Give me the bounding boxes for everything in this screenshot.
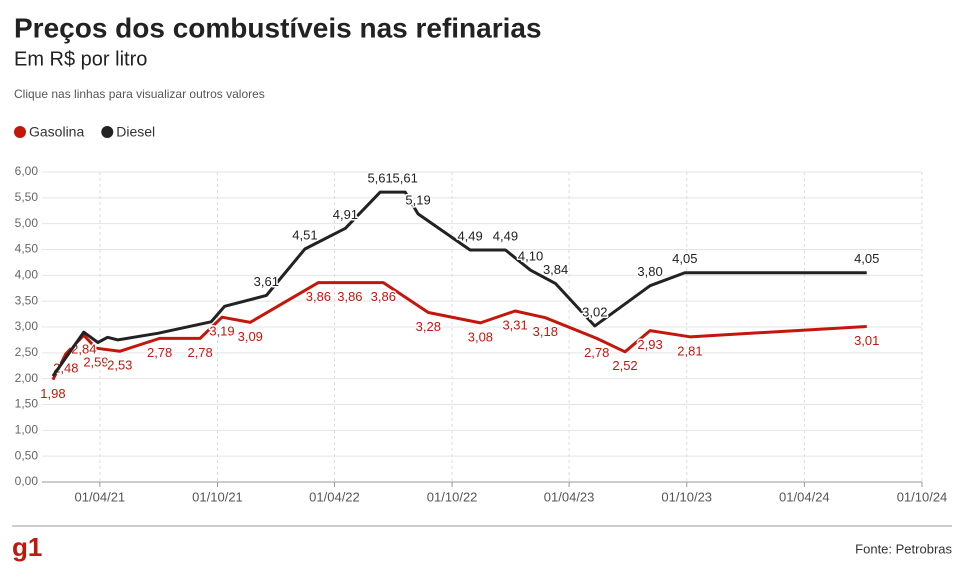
chart-note: Clique nas linhas para visualizar outros… bbox=[14, 87, 265, 101]
y-tick-label: 5,00 bbox=[15, 216, 39, 230]
series-line[interactable] bbox=[51, 281, 867, 381]
data-label: 3,01 bbox=[854, 333, 879, 348]
x-tick-label: 01/10/24 bbox=[897, 489, 948, 504]
y-tick-label: 4,50 bbox=[15, 242, 39, 256]
data-label: 3,61 bbox=[254, 274, 279, 289]
y-tick-label: 5,50 bbox=[15, 190, 39, 204]
chart-subtitle: Em R$ por litro bbox=[14, 48, 147, 70]
x-tick-label: 01/04/24 bbox=[779, 489, 830, 504]
data-label: 4,05 bbox=[672, 251, 697, 266]
data-label: 4,10 bbox=[518, 249, 543, 264]
data-label: 3,31 bbox=[502, 317, 527, 332]
data-label: 3,86 bbox=[371, 289, 396, 304]
data-label: 3,09 bbox=[238, 329, 263, 344]
data-label: 2,53 bbox=[107, 358, 132, 373]
data-label: 3,86 bbox=[306, 289, 331, 304]
data-label: 2,52 bbox=[612, 358, 637, 373]
data-label: 2,78 bbox=[584, 345, 609, 360]
data-label: 5,61 bbox=[367, 171, 392, 186]
y-tick-label: 3,00 bbox=[15, 319, 39, 333]
data-label: 3,19 bbox=[209, 324, 234, 339]
x-tick-label: 01/10/22 bbox=[427, 489, 478, 504]
source: Fonte: Petrobras bbox=[855, 541, 952, 556]
data-label: 4,05 bbox=[854, 251, 879, 266]
y-tick-label: 3,50 bbox=[15, 293, 39, 307]
x-tick-label: 01/10/21 bbox=[192, 489, 243, 504]
data-label: 3,02 bbox=[582, 304, 607, 319]
data-label: 2,93 bbox=[637, 337, 662, 352]
y-tick-label: 6,00 bbox=[15, 164, 39, 178]
legend-label[interactable]: Gasolina bbox=[29, 124, 84, 140]
y-tick-label: 1,50 bbox=[15, 397, 39, 411]
data-label: 4,49 bbox=[493, 228, 518, 243]
data-label: 2,48 bbox=[53, 360, 78, 375]
legend-swatch[interactable] bbox=[14, 126, 26, 138]
data-label: 2,78 bbox=[147, 345, 172, 360]
data-label: 5,61 bbox=[393, 171, 418, 186]
y-tick-label: 2,00 bbox=[15, 371, 39, 385]
data-label: 3,80 bbox=[637, 264, 662, 279]
y-tick-label: 1,00 bbox=[15, 423, 39, 437]
data-label: 2,81 bbox=[677, 343, 702, 358]
data-label: 3,28 bbox=[416, 319, 441, 334]
data-label: 5,19 bbox=[405, 192, 430, 207]
legend-label[interactable]: Diesel bbox=[116, 124, 155, 140]
data-label: 4,49 bbox=[457, 228, 482, 243]
x-tick-label: 01/04/21 bbox=[75, 489, 126, 504]
data-label: 3,08 bbox=[468, 329, 493, 344]
data-label: 4,91 bbox=[333, 207, 358, 222]
brand-logo: g1 bbox=[12, 532, 42, 562]
chart-title: Preços dos combustíveis nas refinarias bbox=[14, 12, 542, 43]
data-label: 2,59 bbox=[83, 355, 108, 370]
data-label: 3,84 bbox=[543, 262, 568, 277]
data-label: 3,18 bbox=[533, 324, 558, 339]
data-label: 3,86 bbox=[337, 289, 362, 304]
series-line[interactable] bbox=[51, 190, 867, 377]
data-label: 1,98 bbox=[40, 386, 65, 401]
y-tick-label: 0,00 bbox=[15, 474, 39, 488]
data-label: 2,78 bbox=[187, 345, 212, 360]
legend-swatch[interactable] bbox=[101, 126, 114, 138]
y-tick-label: 0,50 bbox=[15, 448, 39, 462]
y-tick-label: 4,00 bbox=[15, 268, 39, 282]
data-label: 4,51 bbox=[292, 227, 317, 242]
x-tick-label: 01/04/22 bbox=[309, 489, 360, 504]
y-tick-label: 2,50 bbox=[15, 345, 39, 359]
x-tick-label: 01/04/23 bbox=[544, 489, 595, 504]
x-tick-label: 01/10/23 bbox=[661, 489, 712, 504]
